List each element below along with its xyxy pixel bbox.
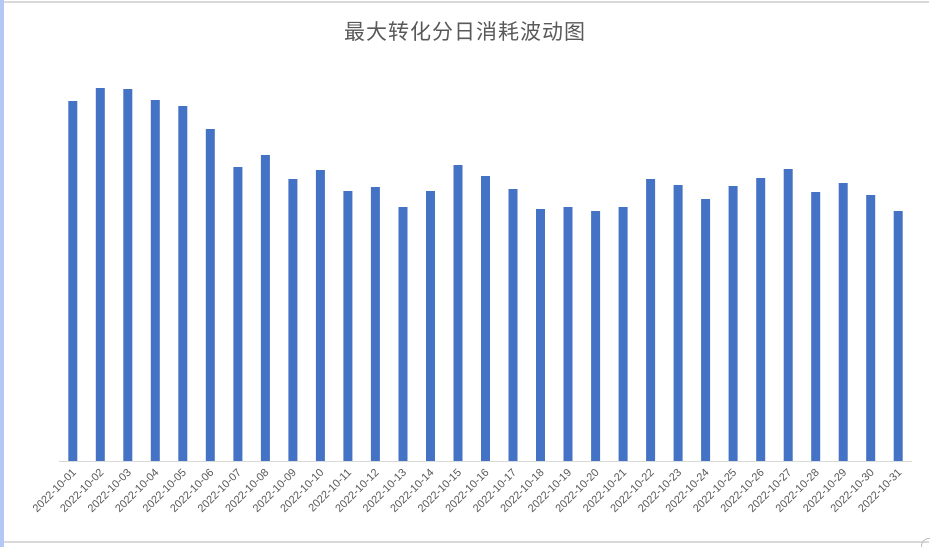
bar[interactable] (701, 199, 711, 461)
bar[interactable] (315, 170, 325, 461)
bar[interactable] (123, 89, 133, 461)
bar[interactable] (838, 183, 848, 461)
bar[interactable] (453, 165, 463, 461)
bar[interactable] (481, 176, 490, 461)
bar[interactable] (68, 101, 78, 461)
bar[interactable] (591, 211, 601, 461)
bar[interactable] (370, 187, 380, 461)
bar[interactable] (811, 192, 821, 461)
bar[interactable] (646, 179, 656, 461)
bar[interactable] (728, 186, 738, 461)
bar[interactable] (150, 100, 160, 461)
bar[interactable] (178, 106, 188, 461)
bar[interactable] (398, 207, 408, 461)
resize-handle[interactable] (921, 538, 930, 547)
bar[interactable] (893, 211, 903, 461)
bar[interactable] (618, 207, 628, 461)
bar[interactable] (536, 209, 545, 461)
bar[interactable] (95, 88, 105, 461)
bar[interactable] (426, 191, 435, 461)
bar[interactable] (205, 129, 215, 461)
bar[interactable] (260, 155, 270, 461)
bar[interactable] (233, 167, 243, 461)
bar[interactable] (288, 179, 298, 461)
chart-title: 最大转化分日消耗波动图 (344, 20, 586, 44)
bar[interactable] (673, 185, 683, 461)
bar[interactable] (343, 191, 353, 461)
bar[interactable] (783, 169, 793, 461)
window-edge (0, 0, 4, 547)
bar[interactable] (563, 207, 573, 461)
bar[interactable] (508, 189, 518, 461)
bar[interactable] (756, 178, 766, 461)
bar[interactable] (866, 195, 876, 461)
